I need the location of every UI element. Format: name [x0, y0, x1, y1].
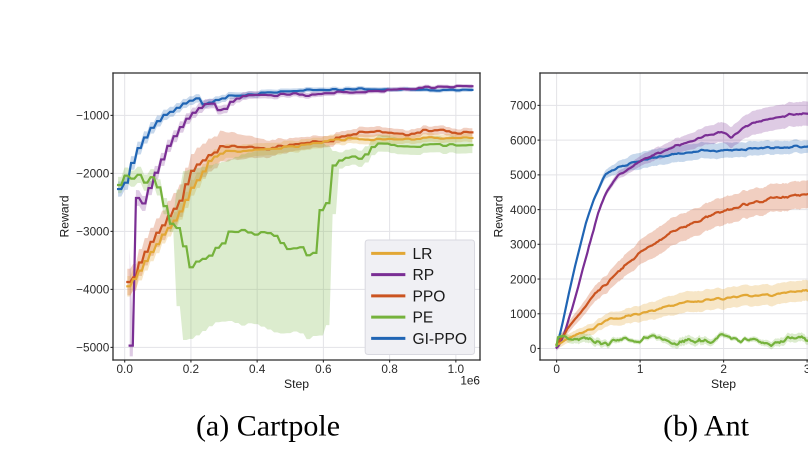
svg-text:2000: 2000	[510, 272, 537, 286]
svg-text:RP: RP	[412, 267, 434, 284]
svg-text:7000: 7000	[510, 99, 537, 113]
svg-text:(b) Ant: (b) Ant	[663, 409, 749, 442]
svg-text:1000: 1000	[510, 307, 537, 321]
svg-text:−3000: −3000	[76, 225, 110, 239]
svg-text:Step: Step	[284, 377, 309, 391]
svg-text:PE: PE	[412, 310, 433, 327]
svg-text:4000: 4000	[510, 203, 537, 217]
svg-text:0: 0	[553, 362, 560, 376]
svg-text:1e6: 1e6	[460, 373, 480, 387]
svg-text:0.6: 0.6	[315, 362, 332, 376]
svg-text:3: 3	[804, 362, 808, 376]
svg-text:−1000: −1000	[76, 109, 110, 123]
svg-text:Reward: Reward	[58, 196, 72, 238]
svg-text:1.0: 1.0	[448, 362, 465, 376]
svg-text:2: 2	[720, 362, 727, 376]
svg-text:5000: 5000	[510, 168, 537, 182]
svg-text:Reward: Reward	[492, 196, 506, 238]
svg-text:0.4: 0.4	[249, 362, 266, 376]
svg-text:LR: LR	[412, 246, 432, 263]
svg-text:PPO: PPO	[412, 288, 445, 305]
svg-text:1: 1	[637, 362, 644, 376]
svg-text:−5000: −5000	[76, 341, 110, 355]
svg-text:(a) Cartpole: (a) Cartpole	[196, 409, 340, 442]
svg-text:Step: Step	[711, 377, 736, 391]
svg-text:6000: 6000	[510, 133, 537, 147]
svg-text:0.8: 0.8	[381, 362, 398, 376]
svg-text:GI-PPO: GI-PPO	[412, 331, 467, 348]
svg-text:−4000: −4000	[76, 283, 110, 297]
svg-text:0: 0	[530, 342, 537, 356]
svg-text:3000: 3000	[510, 238, 537, 252]
svg-text:0.2: 0.2	[183, 362, 199, 376]
svg-text:−2000: −2000	[76, 167, 110, 181]
svg-text:0.0: 0.0	[116, 362, 133, 376]
